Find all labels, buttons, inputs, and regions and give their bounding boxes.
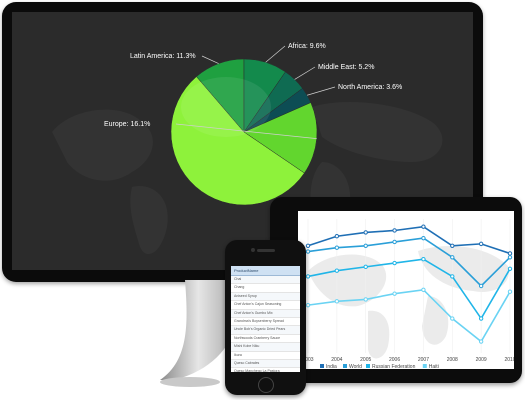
series-point[interactable] [305, 302, 311, 308]
grid-row[interactable]: Aniseed Syrup [231, 292, 300, 302]
pie-highlight [181, 77, 271, 137]
legend-label: Haiti [429, 364, 439, 369]
pie-data-label: Latin America: 11.3% [130, 53, 196, 60]
series-point[interactable] [305, 274, 311, 279]
series-point[interactable] [450, 274, 455, 279]
series-point[interactable] [363, 230, 368, 235]
legend-label: World [349, 364, 362, 369]
series-point[interactable] [507, 289, 513, 294]
series-point[interactable] [450, 316, 455, 321]
series-point[interactable] [334, 234, 340, 239]
grid-row[interactable]: Chef Anton's Cajun Seasoning [231, 301, 300, 310]
x-tick-label: 2010 [504, 357, 514, 363]
series-point[interactable] [507, 255, 513, 260]
pie-data-label: North America: 3.6% [338, 84, 402, 91]
x-tick-label: 2007 [418, 357, 429, 363]
phone-screen: ProductName Chai Chang Aniseed Syrup Chef A… [231, 266, 300, 372]
grid-row[interactable]: Queso Cabrales [231, 359, 300, 369]
series-point[interactable] [478, 241, 484, 247]
grid-row[interactable]: Grandma's Boysenberry Spread [231, 318, 300, 327]
x-tick-label: 2004 [331, 357, 342, 363]
x-tick-label: 2009 [476, 357, 487, 363]
smartphone-device: ProductName Chai Chang Aniseed Syrup Chef A… [225, 240, 306, 395]
grid-rows: Chai Chang Aniseed Syrup Chef Anton's Cajun… [231, 276, 300, 372]
series-point[interactable] [478, 316, 484, 321]
series-point[interactable] [421, 257, 426, 262]
legend-swatch [366, 364, 370, 368]
camera-icon [251, 248, 255, 252]
series-point[interactable] [507, 251, 513, 256]
home-button[interactable] [258, 377, 274, 393]
series-line-3 [307, 258, 511, 321]
tablet-screen: 2003 2004 2005 2006 2007 2008 2009 2010 India Wo… [298, 211, 514, 369]
series-point[interactable] [450, 243, 455, 248]
pie-leader-line [201, 55, 219, 64]
grid-row[interactable]: Mishi Kobe Niku [231, 343, 300, 352]
tablet-device: 2003 2004 2005 2006 2007 2008 2009 2010 India Wo… [270, 197, 522, 383]
series-point[interactable] [421, 287, 426, 293]
pie-leader-line [265, 45, 286, 63]
series-point[interactable] [392, 228, 397, 233]
x-tick-label: 2003 [302, 357, 313, 363]
pie-leader-line [294, 66, 316, 80]
legend-swatch [343, 364, 347, 368]
legend-swatch [422, 364, 427, 368]
series-point[interactable] [334, 245, 340, 250]
legend-label: India [326, 364, 337, 369]
grid-row[interactable]: Chang [231, 284, 300, 293]
legend-swatch [320, 364, 324, 368]
series-point[interactable] [392, 291, 397, 296]
x-tick-label: 2006 [389, 357, 400, 363]
grid-row[interactable]: Chai [231, 276, 300, 285]
pie-data-label: Africa: 9.6% [288, 43, 326, 50]
grid-column-header[interactable]: ProductName [231, 266, 300, 276]
speaker-grille [257, 249, 275, 252]
x-tick-label: 2008 [447, 357, 458, 363]
pie-slice-6[interactable] [170, 76, 305, 206]
series-point[interactable] [305, 249, 311, 254]
series-point[interactable] [478, 283, 484, 289]
grid-row[interactable]: Queso Manchego La Pastora [231, 368, 300, 372]
pie-data-label: Middle East: 5.2% [318, 64, 374, 71]
series-point[interactable] [421, 235, 426, 241]
line-chart: 2003 2004 2005 2006 2007 2008 2009 2010 India Wo… [298, 211, 514, 369]
monitor-stand [160, 280, 245, 387]
series-point[interactable] [450, 255, 455, 260]
pie-leader-line [175, 123, 317, 139]
series-point[interactable] [363, 264, 368, 270]
pie-leader-line [306, 86, 336, 96]
series-point[interactable] [392, 239, 397, 245]
series-line-4 [307, 288, 511, 343]
series-point[interactable] [392, 260, 397, 266]
series-point[interactable] [421, 224, 426, 229]
pie-data-label: Europe: 16.1% [104, 121, 150, 128]
grid-row[interactable]: Chef Anton's Gumbo Mix [231, 309, 300, 318]
series-point[interactable] [478, 339, 484, 344]
series-line-1 [307, 225, 511, 255]
series-point[interactable] [305, 243, 311, 248]
grid-row[interactable]: Uncle Bob's Organic Dried Pears [231, 326, 300, 335]
series-point[interactable] [507, 266, 513, 271]
series-point[interactable] [334, 299, 340, 304]
grid-row[interactable]: Ikura [231, 352, 300, 360]
legend-label: Russian Federation [372, 364, 416, 369]
x-tick-label: 2005 [360, 357, 371, 363]
series-point[interactable] [363, 297, 368, 302]
series-point[interactable] [334, 268, 340, 273]
series-line-2 [307, 237, 511, 288]
grid-row[interactable]: Northwoods Cranberry Sauce [231, 335, 300, 344]
series-point[interactable] [363, 243, 368, 248]
